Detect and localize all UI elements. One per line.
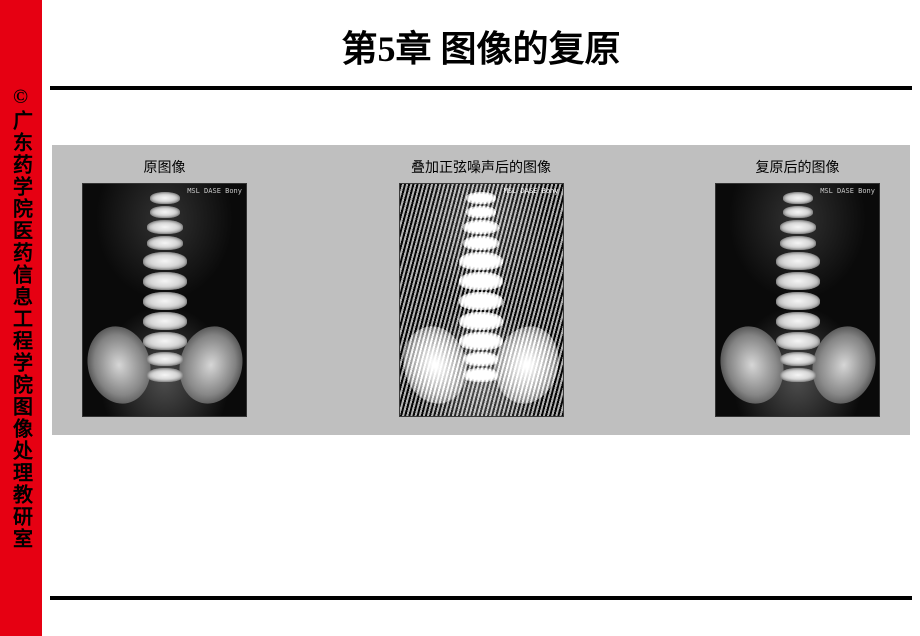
xray-restored: MSL DASE Bony (715, 183, 880, 417)
panel-original: 原图像 MSL DASE Bony (82, 157, 247, 417)
sine-noise-overlay (400, 184, 563, 416)
slide-main: 第5章 图像的复原 原图像 MSL DASE Bony 叠加正弦噪声后的图像 (42, 0, 920, 636)
sidebar: ©广东药学院医药信息工程学院图像处理教研室 (0, 0, 42, 636)
image-tag: MSL DASE Bony (187, 188, 242, 195)
divider-bottom (50, 596, 912, 600)
caption-restored: 复原后的图像 (756, 157, 840, 177)
xray-noisy: MSL DASE Bony (399, 183, 564, 417)
image-tag: MSL DASE Bony (504, 188, 559, 195)
caption-noisy: 叠加正弦噪声后的图像 (411, 157, 551, 177)
caption-original: 原图像 (144, 157, 186, 177)
page-title: 第5章 图像的复原 (42, 0, 920, 86)
image-tag: MSL DASE Bony (820, 188, 875, 195)
sidebar-credit: ©广东药学院医药信息工程学院图像处理教研室 (7, 86, 36, 550)
panel-noisy: 叠加正弦噪声后的图像 MSL DASE Bony (399, 157, 564, 417)
figure-area: 原图像 MSL DASE Bony 叠加正弦噪声后的图像 (52, 145, 910, 435)
panel-restored: 复原后的图像 MSL DASE Bony (715, 157, 880, 417)
divider-top (50, 86, 912, 90)
xray-original: MSL DASE Bony (82, 183, 247, 417)
